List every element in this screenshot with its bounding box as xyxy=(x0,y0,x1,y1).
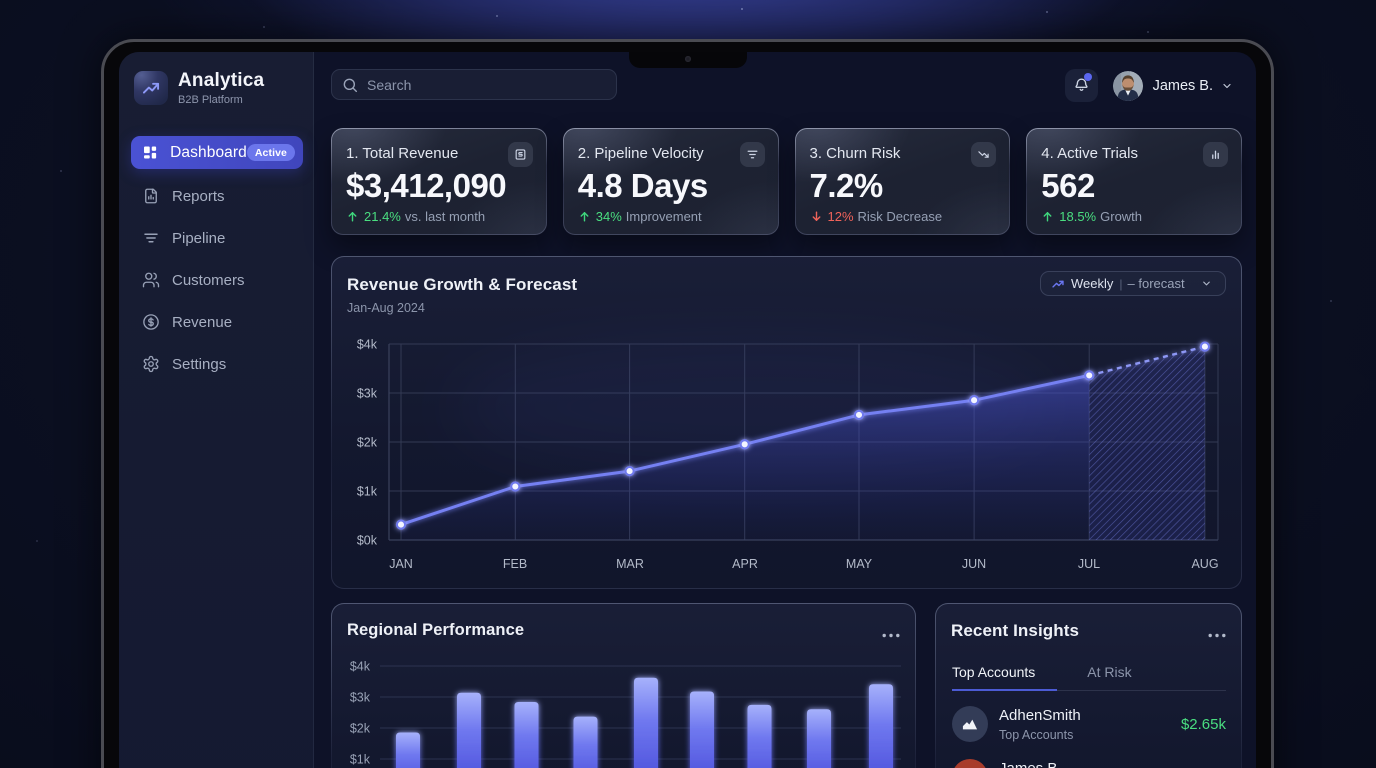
svg-text:$4k: $4k xyxy=(357,338,378,352)
svg-text:AUG: AUG xyxy=(1191,557,1218,571)
svg-text:MAY: MAY xyxy=(846,557,873,571)
svg-text:$1k: $1k xyxy=(357,485,378,499)
svg-text:$2k: $2k xyxy=(357,436,378,450)
svg-text:$3k: $3k xyxy=(350,691,371,705)
svg-text:$4k: $4k xyxy=(350,660,371,674)
svg-text:JAN: JAN xyxy=(389,557,413,571)
svg-text:$1k: $1k xyxy=(350,753,371,767)
svg-text:$0k: $0k xyxy=(357,534,378,548)
svg-text:JUL: JUL xyxy=(1078,557,1100,571)
svg-text:$3k: $3k xyxy=(357,387,378,401)
svg-text:$2k: $2k xyxy=(350,722,371,736)
svg-text:FEB: FEB xyxy=(503,557,527,571)
svg-text:APR: APR xyxy=(732,557,758,571)
svg-text:JUN: JUN xyxy=(962,557,986,571)
svg-text:MAR: MAR xyxy=(616,557,644,571)
